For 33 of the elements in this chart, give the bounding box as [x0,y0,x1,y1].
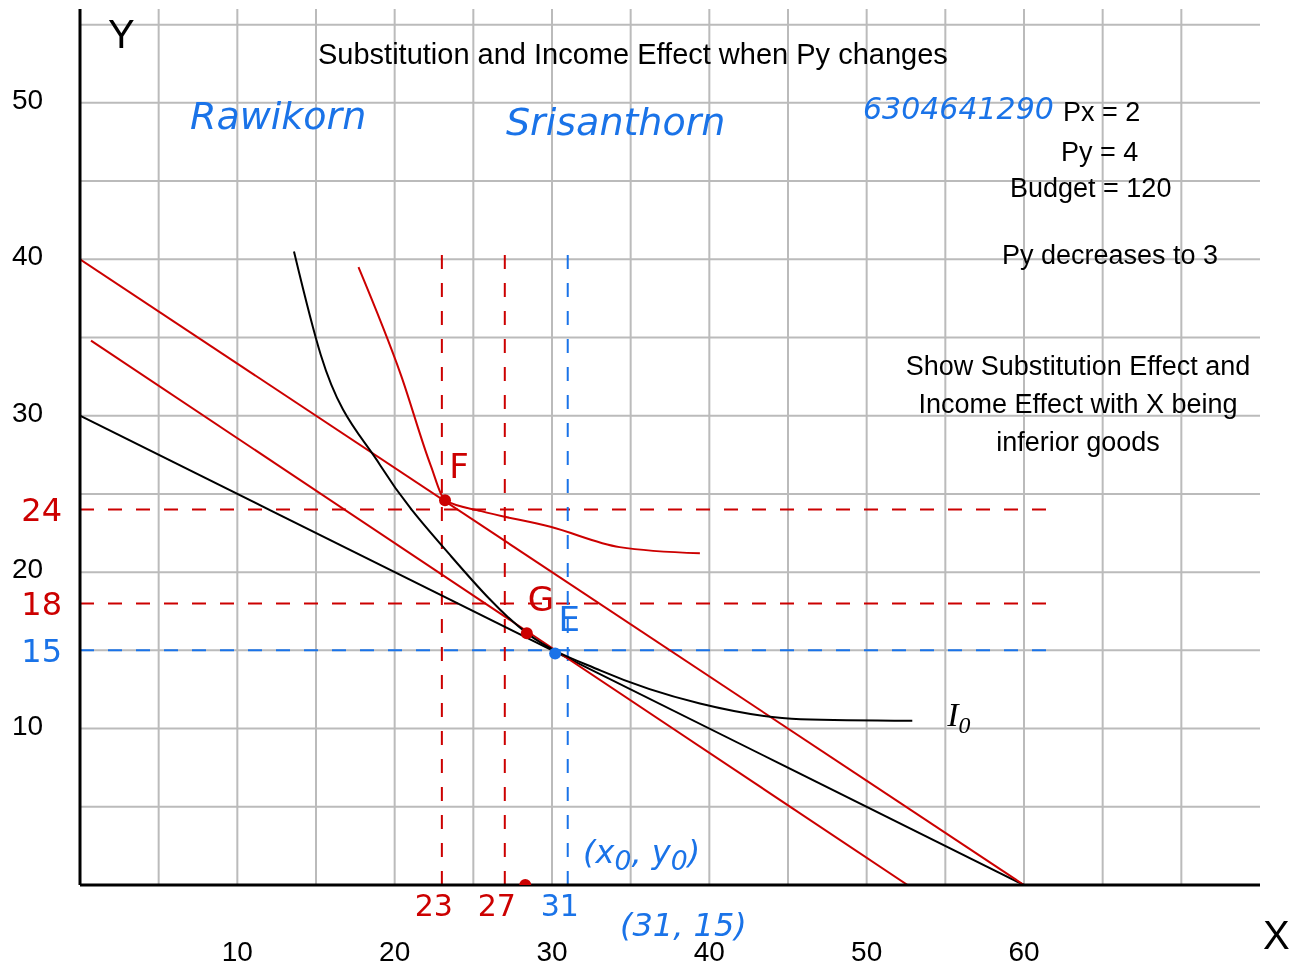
annotation: G [527,579,555,620]
y-tick-label: 10 [12,709,44,741]
annotation: Rawikorn [190,94,367,138]
annotation: F [449,446,469,487]
ref-line-label: 31 [540,888,579,924]
ref-line-label: 23 [414,888,453,924]
x-tick-label: 50 [851,935,883,967]
annotation: Show Substitution Effect and Income Effect with X being inferior goods [905,351,1251,457]
annotation: Py decreases to 3 [1002,240,1219,270]
annotation: Srisanthorn [506,100,726,144]
x-tick-label: 10 [221,935,253,967]
x-tick-label: 20 [379,935,411,967]
x-tick-label: 30 [536,935,568,967]
x-tick-label: 40 [693,935,725,967]
ref-line-label: 27 [477,888,516,924]
annotation: E [558,599,580,640]
ref-line-label: 24 [21,490,62,529]
y-tick-label: 50 [12,83,44,115]
series-label: I$_{0}$ [946,695,971,738]
y-tick-label: 40 [12,240,44,272]
text: Substitution and Income Effect when Py changes [318,38,948,71]
y-axis-title: Y [108,12,135,57]
y-tick-label: 20 [12,553,44,585]
annotation: 6304641290 [863,91,1054,126]
x-axis-title: X [1263,913,1290,958]
ref-line-label: 18 [21,584,62,623]
annotation: Px = 2 [1063,97,1141,127]
ref-line-label: 15 [21,631,62,670]
annotation: Budget = 120 [1010,173,1172,203]
y-tick-label: 30 [12,396,44,428]
annotation: Py = 4 [1061,137,1139,167]
annotation: (x$_{0}$, y$_{0}$) [583,833,701,877]
x-tick-label: 60 [1008,935,1040,967]
